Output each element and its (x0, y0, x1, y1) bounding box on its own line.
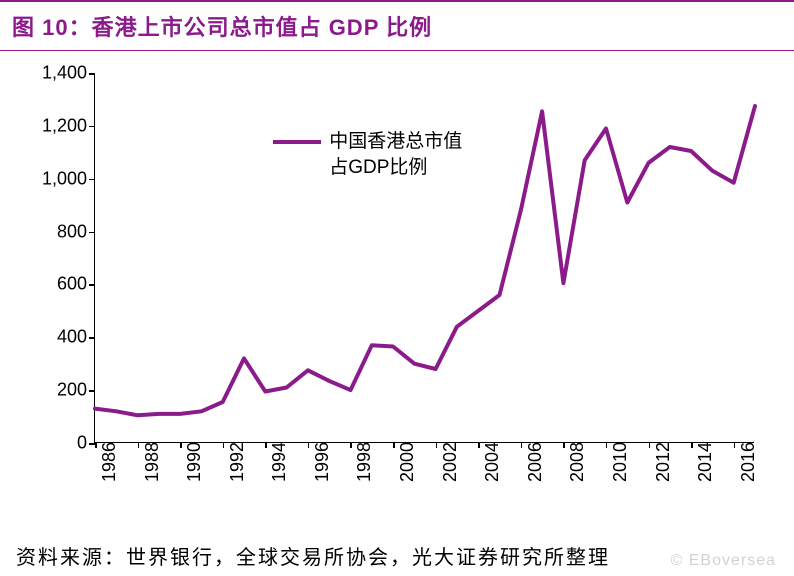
y-tick-mark (89, 126, 95, 128)
y-tick-mark (89, 284, 95, 286)
legend-label-line2: 占GDP比例 (329, 157, 427, 178)
x-tick-label: 2000 (395, 442, 418, 482)
x-tick-label: 1986 (97, 442, 120, 482)
y-tick-label: 1,200 (42, 115, 95, 136)
legend-label: 中国香港总市值 占GDP比例 (329, 129, 462, 182)
x-tick-mark (649, 442, 651, 448)
x-tick-mark (521, 442, 523, 448)
legend-swatch (273, 140, 321, 144)
y-tick-mark (89, 390, 95, 392)
legend-label-line1: 中国香港总市值 (329, 131, 462, 152)
x-tick-mark (95, 442, 97, 448)
x-tick-mark (350, 442, 352, 448)
x-tick-mark (734, 442, 736, 448)
x-tick-label: 1988 (140, 442, 163, 482)
y-tick-mark (89, 73, 95, 75)
y-tick-label: 1,400 (42, 63, 95, 84)
x-tick-label: 1996 (310, 442, 333, 482)
x-tick-label: 1994 (267, 442, 290, 482)
x-tick-label: 1992 (225, 442, 248, 482)
x-tick-mark (308, 442, 310, 448)
x-tick-mark (265, 442, 267, 448)
x-tick-mark (478, 442, 480, 448)
x-tick-label: 2010 (608, 442, 631, 482)
y-tick-label: 1,000 (42, 168, 95, 189)
x-tick-mark (691, 442, 693, 448)
y-tick-mark (89, 337, 95, 339)
x-tick-label: 2014 (693, 442, 716, 482)
y-tick-mark (89, 179, 95, 181)
x-tick-label: 2006 (523, 442, 546, 482)
x-tick-label: 2004 (480, 442, 503, 482)
x-tick-mark (606, 442, 608, 448)
legend: 中国香港总市值 占GDP比例 (273, 129, 462, 182)
x-tick-label: 2012 (651, 442, 674, 482)
x-tick-mark (138, 442, 140, 448)
x-tick-mark (563, 442, 565, 448)
watermark: © EBoversea (671, 552, 777, 570)
x-tick-label: 2008 (565, 442, 588, 482)
x-tick-label: 2016 (736, 442, 759, 482)
x-tick-label: 1998 (352, 442, 375, 482)
x-tick-label: 1990 (182, 442, 205, 482)
x-tick-mark (223, 442, 225, 448)
x-tick-mark (436, 442, 438, 448)
y-tick-mark (89, 232, 95, 234)
x-tick-mark (393, 442, 395, 448)
x-tick-label: 2002 (438, 442, 461, 482)
chart-area: 中国香港总市值 占GDP比例 02004006008001,0001,2001,… (14, 63, 774, 503)
plot-region: 中国香港总市值 占GDP比例 02004006008001,0001,2001,… (94, 73, 754, 443)
chart-title: 图 10：香港上市公司总市值占 GDP 比例 (0, 0, 794, 51)
source-text: 资料来源：世界银行，全球交易所协会，光大证券研究所整理 (16, 541, 610, 570)
x-tick-mark (180, 442, 182, 448)
